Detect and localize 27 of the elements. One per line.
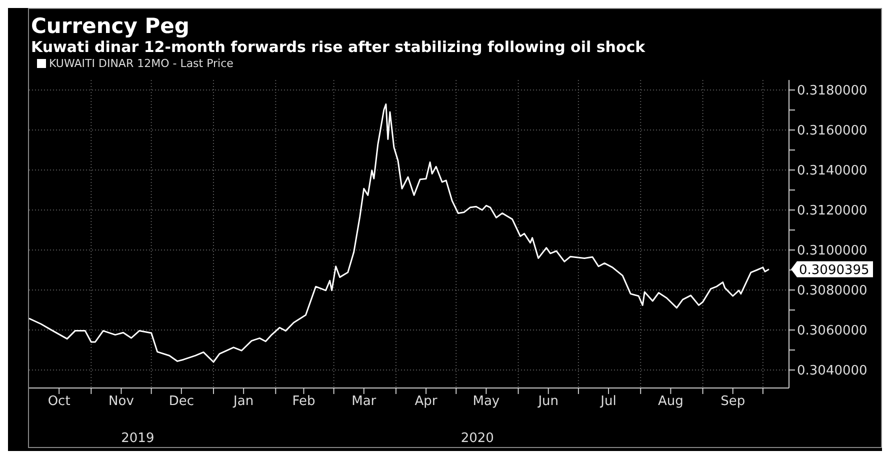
y-tick-label: 0.3080000 bbox=[797, 284, 868, 299]
x-tick-label: May bbox=[472, 394, 500, 410]
x-tick-label: Sep bbox=[720, 394, 746, 410]
text: 2019 bbox=[121, 431, 154, 446]
text: 2020 bbox=[460, 431, 494, 446]
x-tick-label: Aug bbox=[658, 394, 684, 410]
chart-title: Currency Peg bbox=[31, 14, 190, 38]
x-tick-label: Jun bbox=[537, 394, 559, 410]
x-tick-label: Mar bbox=[352, 394, 377, 410]
x-tick-label: Jan bbox=[232, 394, 254, 410]
legend-label: KUWAITI DINAR 12MO - Last Price bbox=[49, 57, 234, 70]
y-tick-label: 0.3040000 bbox=[797, 364, 868, 379]
x-tick-label: Feb bbox=[292, 394, 316, 410]
line-series bbox=[29, 103, 770, 363]
x-tick-label: Jul bbox=[600, 394, 616, 410]
y-tick-label: 0.3140000 bbox=[797, 164, 868, 179]
y-tick-label: 0.3060000 bbox=[797, 324, 868, 339]
x-tick-label: Apr bbox=[414, 394, 438, 410]
x-tick-label: Nov bbox=[108, 394, 134, 410]
annotation: 0.3090395 bbox=[799, 263, 870, 278]
y-tick-label: 0.3160000 bbox=[797, 124, 868, 139]
y-tick-label: 0.3180000 bbox=[797, 84, 868, 99]
x-tick-label: Oct bbox=[48, 394, 70, 410]
x-tick-label: Dec bbox=[168, 394, 194, 410]
y-tick-label: 0.3120000 bbox=[797, 204, 868, 219]
chart-subtitle: Kuwati dinar 12-month forwards rise after stabilizing following oil shock bbox=[31, 38, 646, 57]
y-tick-label: 0.3100000 bbox=[797, 244, 868, 259]
